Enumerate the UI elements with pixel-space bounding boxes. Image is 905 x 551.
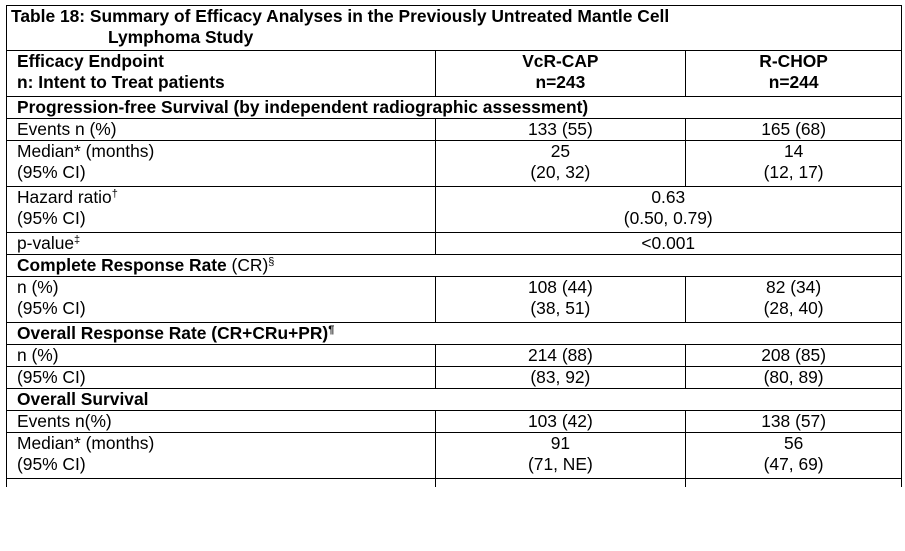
pfs-hazard-value-cell: 0.63 (0.50, 0.79): [434, 186, 903, 233]
pfs-pvalue: <0.001: [434, 232, 903, 255]
os-events-rchop: 138 (57): [685, 410, 902, 433]
os-section-heading: Overall Survival: [6, 388, 902, 411]
os-median-rchop-cell: 56 (47, 69): [685, 432, 902, 479]
pilcrow-footnote-mark: ¶: [328, 324, 335, 336]
pfs-median-rchop: 14: [783, 141, 804, 161]
cr-vcr-ci: (38, 51): [530, 298, 591, 318]
cr-label-cell: n (%) (95% CI): [6, 276, 436, 323]
continuation-cell: [6, 478, 436, 487]
pfs-hazard-value: 0.63: [651, 187, 686, 207]
os-median-rchop: 56: [783, 433, 804, 453]
os-median-label-cell: Median* (months) (95% CI): [6, 432, 436, 479]
os-events-vcr: 103 (42): [434, 410, 687, 433]
pfs-events-vcr: 133 (55): [434, 118, 687, 141]
pfs-events-row: Events n (%) 133 (55) 165 (68): [6, 118, 902, 141]
pfs-median-ci-label: (95% CI): [17, 162, 86, 182]
os-median-row: Median* (months) (95% CI) 91 (71, NE) 56…: [6, 432, 902, 479]
table-title: Table 18: Summary of Efficacy Analyses i…: [6, 5, 902, 51]
orr-rchop-n: 208 (85): [685, 344, 902, 367]
pfs-hazard-label-cell: Hazard ratio† (95% CI): [6, 186, 436, 233]
table-title-row: Table 18: Summary of Efficacy Analyses i…: [6, 5, 902, 51]
cr-vcr-cell: 108 (44) (38, 51): [434, 276, 687, 323]
orr-n-row: n (%) 214 (88) 208 (85): [6, 344, 902, 367]
pfs-median-label: Median* (months): [17, 141, 155, 161]
orr-ci-label: (95% CI): [6, 366, 436, 389]
orr-n-label: n (%): [6, 344, 436, 367]
cr-section-heading: Complete Response Rate (CR)§: [6, 254, 902, 277]
continuation-cell: [685, 478, 902, 487]
table-title-line1: Table 18: Summary of Efficacy Analyses i…: [11, 6, 670, 26]
cr-rate-row: n (%) (95% CI) 108 (44) (38, 51) 82 (34)…: [6, 276, 902, 323]
cr-rchop-n: 82 (34): [766, 277, 822, 297]
pfs-events-label: Events n (%): [6, 118, 436, 141]
pfs-median-vcr-cell: 25 (20, 32): [434, 140, 687, 187]
pfs-hazard-ci-label: (95% CI): [17, 208, 86, 228]
header-endpoint-line2: n: Intent to Treat patients: [17, 72, 225, 92]
cr-rchop-ci: (28, 40): [763, 298, 824, 318]
orr-section-row: Overall Response Rate (CR+CRu+PR)¶: [6, 322, 902, 345]
os-events-label: Events n(%): [6, 410, 436, 433]
os-median-ci-label: (95% CI): [17, 454, 86, 474]
cr-ci-label: (95% CI): [17, 298, 86, 318]
header-r-chop: R-CHOP n=244: [685, 50, 902, 97]
os-events-row: Events n(%) 103 (42) 138 (57): [6, 410, 902, 433]
table-title-line2: Lymphoma Study: [108, 27, 254, 47]
table-continuation-row: [6, 478, 902, 487]
cr-n-label: n (%): [17, 277, 59, 297]
pfs-pvalue-row: p-value‡ <0.001: [6, 232, 903, 255]
dagger-footnote-mark: †: [111, 188, 118, 200]
os-section-row: Overall Survival: [6, 388, 902, 411]
os-median-vcr: 91: [550, 433, 571, 453]
pfs-median-label-cell: Median* (months) (95% CI): [6, 140, 436, 187]
orr-vcr-ci: (83, 92): [434, 366, 687, 389]
cr-section-row: Complete Response Rate (CR)§: [6, 254, 902, 277]
pfs-median-rchop-cell: 14 (12, 17): [685, 140, 902, 187]
os-median-rchop-ci: (47, 69): [763, 454, 824, 474]
os-median-label: Median* (months): [17, 433, 155, 453]
pfs-hazard-ci: (0.50, 0.79): [623, 208, 713, 228]
header-vcr-cap-n: n=243: [535, 72, 586, 92]
pfs-pvalue-label: p-value‡: [6, 232, 436, 255]
pfs-section-row: Progression-free Survival (by independen…: [6, 96, 902, 119]
pfs-section-heading: Progression-free Survival (by independen…: [6, 96, 902, 119]
header-vcr-cap-name: VcR-CAP: [522, 51, 599, 71]
section-footnote-mark: §: [268, 256, 275, 268]
continuation-cell: [434, 478, 687, 487]
double-dagger-footnote-mark: ‡: [74, 234, 81, 246]
os-median-vcr-cell: 91 (71, NE): [434, 432, 687, 479]
pfs-events-rchop: 165 (68): [685, 118, 902, 141]
pfs-median-row: Median* (months) (95% CI) 25 (20, 32) 14…: [6, 140, 902, 187]
orr-vcr-n: 214 (88): [434, 344, 687, 367]
header-r-chop-n: n=244: [768, 72, 819, 92]
pfs-median-vcr: 25: [550, 141, 571, 161]
pfs-median-vcr-ci: (20, 32): [530, 162, 591, 182]
orr-rchop-ci: (80, 89): [685, 366, 902, 389]
pfs-median-rchop-ci: (12, 17): [763, 162, 824, 182]
header-endpoint: Efficacy Endpoint n: Intent to Treat pat…: [6, 50, 436, 97]
orr-ci-row: (95% CI) (83, 92) (80, 89): [6, 366, 902, 389]
header-r-chop-name: R-CHOP: [759, 51, 828, 71]
table-header-row: Efficacy Endpoint n: Intent to Treat pat…: [6, 50, 902, 97]
pfs-hazard-row: Hazard ratio† (95% CI) 0.63 (0.50, 0.79): [6, 186, 903, 233]
os-median-vcr-ci: (71, NE): [527, 454, 593, 474]
orr-section-heading: Overall Response Rate (CR+CRu+PR)¶: [6, 322, 902, 345]
header-endpoint-line1: Efficacy Endpoint: [17, 51, 164, 71]
efficacy-table: Table 18: Summary of Efficacy Analyses i…: [6, 5, 903, 487]
cr-rchop-cell: 82 (34) (28, 40): [685, 276, 902, 323]
header-vcr-cap: VcR-CAP n=243: [434, 50, 687, 97]
pfs-hazard-label: Hazard ratio†: [17, 187, 118, 207]
cr-vcr-n: 108 (44): [527, 277, 593, 297]
